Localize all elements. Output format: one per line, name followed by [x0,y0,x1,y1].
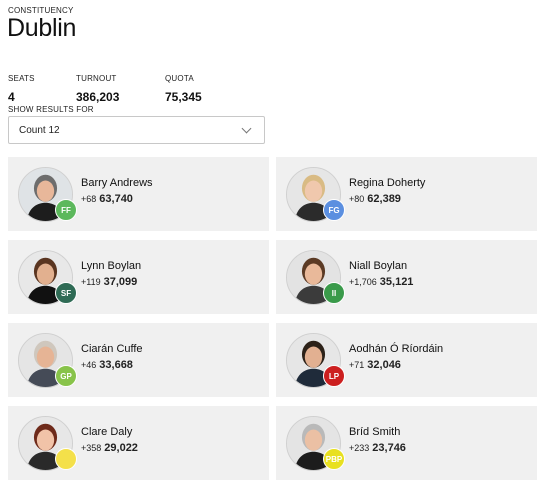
turnout-label: TURNOUT [76,74,117,83]
candidate-name: Clare Daly [81,426,133,438]
party-badge: SF [55,282,77,304]
vote-line: +233 23,746 [349,442,406,454]
vote-total: 37,099 [103,276,138,288]
vote-change: +71 [349,360,365,370]
woman-blonde-icon [286,167,341,222]
candidate-name: Barry Andrews [81,177,153,189]
constituency-name: Dublin [7,14,77,42]
man-grey-icon [18,167,73,222]
vote-line: +46 33,668 [81,359,133,371]
stat-seats: SEATS 4 [8,68,35,104]
party-badge: GP [55,365,77,387]
vote-line: +71 32,046 [349,359,401,371]
seats-label: SEATS [8,74,35,83]
woman-curly-icon [18,250,73,305]
party-badge [55,448,77,470]
constituency-label: CONSTITUENCY [8,6,74,15]
vote-total: 35,121 [379,276,414,288]
vote-total: 23,746 [372,442,406,454]
vote-change: +358 [81,443,102,453]
vote-change: +80 [349,194,365,204]
quota-label: QUOTA [165,74,194,83]
candidate-name: Aodhán Ó Ríordáin [349,343,444,355]
candidate-card[interactable]: FF Barry Andrews +68 63,740 [8,157,269,231]
candidate-name: Bríd Smith [349,426,401,438]
stat-turnout: TURNOUT 386,203 [76,68,119,104]
candidate-card[interactable]: FG Regina Doherty +80 62,389 [276,157,537,231]
vote-line: +119 37,099 [81,276,137,288]
vote-total: 33,668 [99,359,133,371]
chevron-down-icon [241,123,252,133]
vote-change: +119 [81,277,101,287]
candidate-card[interactable]: SF Lynn Boylan +119 37,099 [8,240,269,314]
turnout-value: 386,203 [76,90,120,104]
candidate-name: Lynn Boylan [81,260,142,272]
candidate-card[interactable]: GP Ciarán Cuffe +46 33,668 [8,323,269,397]
stat-quota: QUOTA 75,345 [165,68,202,104]
seats-value: 4 [8,90,15,104]
vote-line: +1,706 35,121 [349,276,413,288]
party-badge: FF [55,199,77,221]
vote-total: 32,046 [367,359,401,371]
vote-total: 63,740 [99,193,133,205]
candidate-card[interactable]: Clare Daly +358 29,022 [8,406,269,480]
quota-value: 75,345 [165,90,202,104]
candidate-card[interactable]: LP Aodhán Ó Ríordáin +71 32,046 [276,323,537,397]
vote-change: +1,706 [349,277,377,287]
candidate-card[interactable]: PBP Bríd Smith +233 23,746 [276,406,537,480]
party-badge: FG [323,199,345,221]
party-badge: LP [323,365,345,387]
candidate-name: Regina Doherty [349,177,426,189]
vote-line: +358 29,022 [81,442,138,454]
count-select-value: Count 12 [19,124,60,136]
candidate-name: Niall Boylan [349,260,408,272]
party-badge: PBP [323,448,345,470]
vote-total: 62,389 [367,193,401,205]
man-suit-icon [286,333,341,388]
woman-red-hair-icon [18,416,73,471]
candidate-card[interactable]: II Niall Boylan +1,706 35,121 [276,240,537,314]
candidate-name: Ciarán Cuffe [81,343,143,355]
vote-line: +68 63,740 [81,193,133,205]
vote-change: +68 [81,194,97,204]
count-select[interactable]: Count 12 [8,116,265,144]
vote-total: 29,022 [104,442,138,454]
party-badge: II [323,282,345,304]
results-for-label: SHOW RESULTS FOR [8,105,94,114]
vote-change: +233 [349,443,370,453]
vote-line: +80 62,389 [349,193,401,205]
vote-change: +46 [81,360,97,370]
